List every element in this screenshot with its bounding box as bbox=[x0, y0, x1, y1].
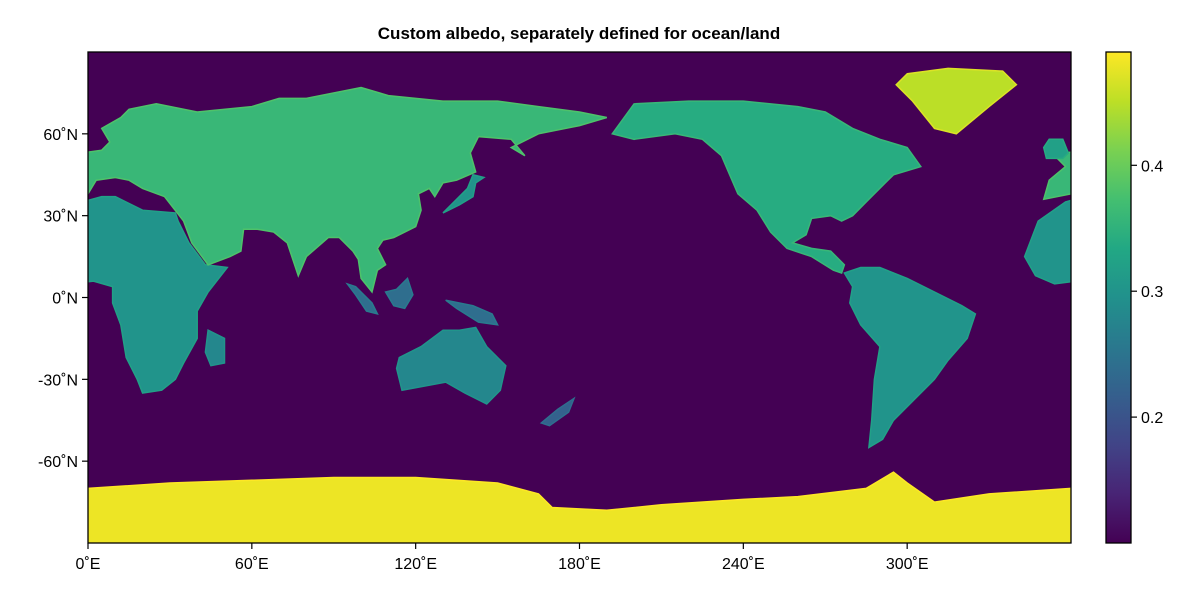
x-axis: 0˚E 60˚E 120˚E 180˚E 240˚E 300˚E bbox=[76, 543, 929, 573]
land-region-greenland bbox=[0, 68, 33, 133]
y-tick-label: -60˚N bbox=[38, 454, 78, 471]
colorbar-ticks: 0.2 0.3 0.4 bbox=[1131, 158, 1163, 427]
colorbar-tick-label: 0.2 bbox=[1141, 410, 1163, 427]
y-tick-label: 30˚N bbox=[43, 209, 78, 226]
land-region-antarctica bbox=[1071, 472, 1194, 543]
colorbar-gradient bbox=[1106, 52, 1131, 543]
colorbar-tick-label: 0.4 bbox=[1141, 158, 1163, 175]
land-region-antarctica bbox=[0, 472, 88, 543]
y-tick-label: 60˚N bbox=[43, 127, 78, 144]
x-tick-label: 240˚E bbox=[722, 556, 765, 573]
colorbar: 0.2 0.3 0.4 bbox=[1106, 52, 1163, 543]
x-tick-label: 0˚E bbox=[76, 556, 101, 573]
colorbar-tick-label: 0.3 bbox=[1141, 284, 1163, 301]
x-tick-label: 300˚E bbox=[886, 556, 929, 573]
y-tick-label: 0˚N bbox=[52, 291, 78, 308]
land-region-madagascar bbox=[1188, 330, 1194, 366]
y-tick-label: -30˚N bbox=[38, 372, 78, 389]
chart-title: Custom albedo, separately defined for oc… bbox=[378, 24, 780, 43]
x-tick-label: 180˚E bbox=[558, 556, 601, 573]
x-tick-label: 60˚E bbox=[235, 556, 269, 573]
land-region-british-isles bbox=[1044, 139, 1069, 158]
x-tick-label: 120˚E bbox=[394, 556, 437, 573]
map-plot-area bbox=[0, 52, 1194, 543]
y-axis: 60˚N 30˚N 0˚N -30˚N -60˚N bbox=[38, 127, 88, 471]
